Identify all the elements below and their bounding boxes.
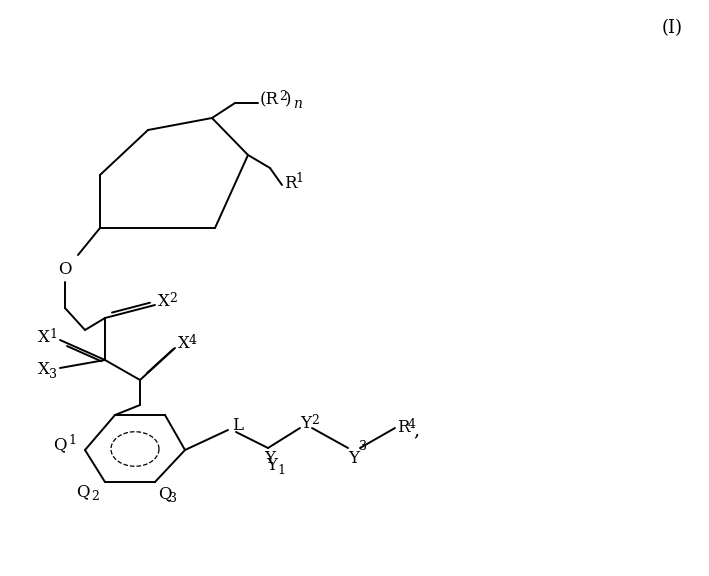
Text: ): ): [285, 92, 291, 108]
Text: 4: 4: [189, 334, 197, 347]
Text: 2: 2: [311, 414, 319, 426]
Text: R: R: [284, 175, 296, 191]
Text: 1: 1: [68, 434, 76, 448]
Text: 2: 2: [169, 291, 177, 305]
Text: Q: Q: [53, 437, 67, 453]
Text: (R: (R: [260, 92, 279, 108]
Text: Y: Y: [348, 450, 359, 467]
Text: X: X: [158, 294, 170, 310]
Text: (I): (I): [661, 19, 683, 37]
Text: n: n: [293, 97, 302, 111]
Text: 2: 2: [91, 490, 99, 502]
Text: ,: ,: [413, 421, 419, 439]
Text: Q: Q: [158, 486, 172, 502]
Text: 3: 3: [169, 491, 177, 505]
Text: Y: Y: [266, 457, 277, 475]
Text: 1: 1: [295, 172, 303, 185]
Text: X: X: [38, 329, 50, 347]
Text: 2: 2: [279, 89, 287, 103]
Text: Q: Q: [77, 483, 90, 501]
Text: 3: 3: [359, 439, 367, 453]
Text: 4: 4: [408, 418, 416, 430]
Text: O: O: [58, 262, 72, 279]
Text: 1: 1: [277, 464, 285, 476]
Text: Y: Y: [300, 415, 311, 433]
Text: X: X: [38, 362, 50, 378]
Text: R: R: [397, 419, 410, 437]
Text: L: L: [232, 418, 243, 434]
Text: 3: 3: [49, 367, 57, 381]
Text: 1: 1: [49, 328, 57, 340]
Text: X: X: [178, 335, 190, 353]
Text: Y: Y: [264, 450, 276, 467]
